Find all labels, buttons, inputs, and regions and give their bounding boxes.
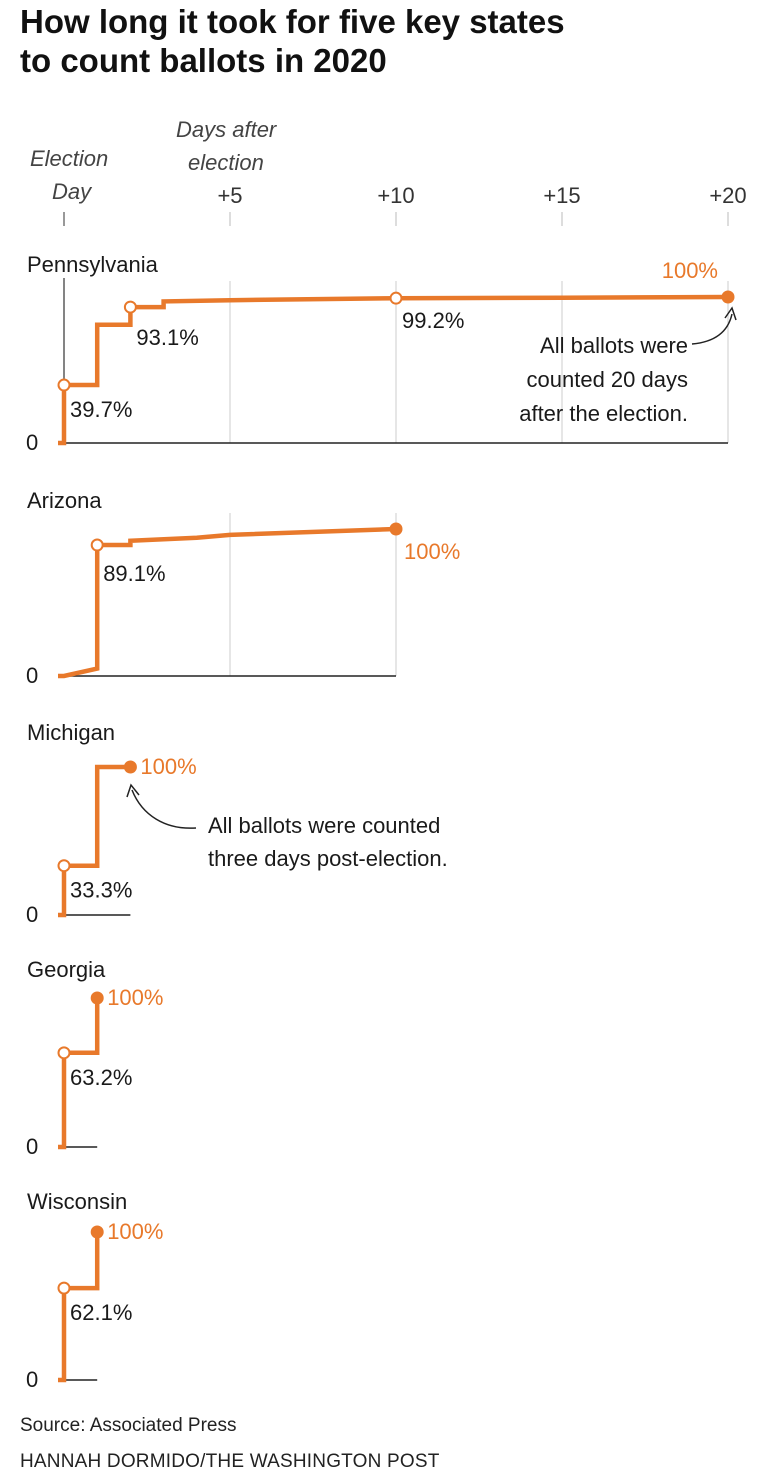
- end-value-label: 100%: [662, 258, 718, 283]
- election-day-label-2: Day: [52, 179, 93, 204]
- source-note: Source: Associated Press: [20, 1415, 237, 1436]
- open-marker: [57, 859, 71, 873]
- panel-pennsylvania: Pennsylvania 0 39.7% 93.1% 99.2% 100% All ball…: [26, 252, 737, 455]
- end-value-label: 100%: [107, 1219, 163, 1244]
- series-line: [58, 764, 131, 918]
- open-marker: [57, 1046, 71, 1060]
- end-marker: [721, 290, 735, 304]
- end-marker: [123, 760, 137, 774]
- end-marker: [90, 1225, 104, 1239]
- panel-georgia: Georgia 0 63.2% 100%: [26, 957, 163, 1159]
- annotation-text: three days post-election.: [208, 846, 448, 871]
- annotation-arrowhead: [724, 306, 737, 321]
- baseline-zero-label: 0: [26, 663, 38, 688]
- annotation-text: after the election.: [519, 401, 688, 426]
- credit-line: HANNAH DORMIDO/THE WASHINGTON POST: [20, 1451, 440, 1472]
- x-tick-label: +5: [217, 183, 242, 208]
- title-line-1: How long it took for five key states: [20, 3, 565, 40]
- baseline-zero-label: 0: [26, 1367, 38, 1392]
- end-value-label: 100%: [140, 754, 196, 779]
- annotation-text: All ballots were counted: [208, 813, 440, 838]
- open-marker: [57, 1281, 71, 1295]
- days-after-label: Days after: [176, 117, 278, 142]
- open-marker: [57, 378, 71, 392]
- baseline-zero-label: 0: [26, 1134, 38, 1159]
- annotation-arrow: [131, 789, 197, 829]
- value-label: 89.1%: [103, 561, 165, 586]
- end-marker: [90, 991, 104, 1005]
- panel-michigan: Michigan 0 33.3% 100% All ballots were count…: [26, 720, 448, 927]
- value-label: 62.1%: [70, 1300, 132, 1325]
- state-label: Michigan: [27, 720, 115, 745]
- annotation-arrow: [691, 313, 733, 345]
- value-label: 93.1%: [136, 325, 198, 350]
- title-line-2: to count ballots in 2020: [20, 42, 387, 79]
- state-label: Wisconsin: [27, 1189, 127, 1214]
- value-label: 39.7%: [70, 397, 132, 422]
- chart-title: How long it took for five key states to …: [20, 2, 760, 80]
- annotation-arrowhead: [126, 783, 140, 798]
- end-value-label: 100%: [404, 539, 460, 564]
- state-label: Pennsylvania: [27, 252, 159, 277]
- value-label: 63.2%: [70, 1065, 132, 1090]
- baseline-zero-label: 0: [26, 902, 38, 927]
- open-marker: [90, 538, 104, 552]
- open-marker: [123, 300, 137, 314]
- series-line: [58, 526, 397, 679]
- x-tick-label: +15: [543, 183, 580, 208]
- annotation-text: counted 20 days: [527, 367, 688, 392]
- panel-arizona: Arizona 0 89.1% 100%: [26, 488, 460, 688]
- baseline-zero-label: 0: [26, 430, 38, 455]
- state-label: Arizona: [27, 488, 102, 513]
- election-day-label: Election: [30, 146, 108, 171]
- value-label: 33.3%: [70, 878, 132, 903]
- x-tick-label: +20: [709, 183, 746, 208]
- end-value-label: 100%: [107, 985, 163, 1010]
- panel-wisconsin: Wisconsin 0 62.1% 100%: [26, 1189, 163, 1392]
- end-marker: [389, 522, 403, 536]
- value-label: 99.2%: [402, 308, 464, 333]
- state-label: Georgia: [27, 957, 106, 982]
- open-marker: [389, 291, 403, 305]
- days-after-label-2: election: [188, 150, 264, 175]
- x-tick-label: +10: [377, 183, 414, 208]
- annotation-text: All ballots were: [540, 333, 688, 358]
